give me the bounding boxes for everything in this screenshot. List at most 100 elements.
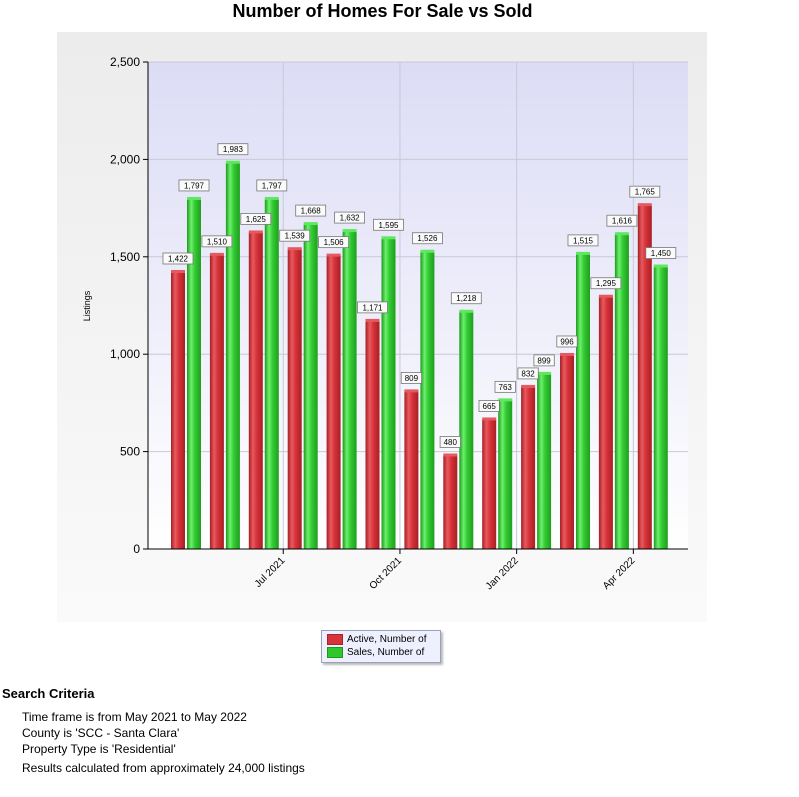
bar-sales (303, 224, 318, 549)
data-label-active: 1,295 (596, 279, 617, 288)
data-label-sales: 899 (537, 356, 551, 365)
chart-legend: Active, Number of Sales, Number of (321, 630, 441, 663)
data-label-sales: 1,797 (262, 181, 283, 190)
legend-label-sales: Sales, Number of (347, 647, 425, 659)
data-label-box (439, 436, 461, 448)
bar-sales-cap (614, 232, 629, 236)
legend-item-sales: Sales, Number of (327, 647, 424, 659)
legend-label-active: Active, Number of (347, 634, 427, 646)
data-label-box (279, 229, 311, 242)
bar-sales (653, 266, 668, 549)
search-criteria-list: Time frame is from May 2021 to May 2022 … (2, 709, 305, 776)
bar-sales-cap (342, 229, 357, 233)
bar-sales (614, 234, 629, 550)
data-label-box (590, 277, 622, 290)
data-label-active: 832 (521, 369, 535, 378)
y-tick-label: 0 (133, 542, 140, 556)
legend-item-active: Active, Number of (327, 634, 426, 646)
bar-active (287, 249, 302, 549)
bar-active-cap (482, 417, 497, 421)
y-tick-label: 2,000 (110, 152, 140, 166)
data-label-box (357, 301, 388, 314)
criteria-property-type: Property Type is 'Residential' (22, 742, 176, 756)
bar-active (248, 232, 263, 549)
bar-sales-cap (225, 160, 240, 164)
data-label-sales: 1,797 (184, 181, 205, 190)
data-label-active: 996 (560, 337, 574, 346)
data-label-active: 1,171 (362, 303, 383, 312)
data-label-sales: 763 (499, 383, 513, 392)
data-label-box (217, 143, 249, 156)
data-label-box (318, 236, 350, 249)
bar-sales (225, 162, 240, 549)
data-label-active: 1,422 (168, 254, 189, 263)
bar-sales (537, 373, 552, 549)
bar-active-cap (171, 269, 185, 273)
data-label-sales: 1,450 (651, 249, 672, 258)
data-label-sales: 1,616 (612, 217, 633, 226)
data-label-box (295, 204, 327, 217)
data-label-active: 665 (483, 402, 497, 411)
data-label-box (256, 179, 288, 192)
bar-active (521, 386, 536, 549)
bar-sales-cap (187, 196, 201, 200)
legend-swatch-active (327, 634, 343, 645)
data-label-sales: 1,595 (378, 221, 399, 230)
data-label-sales: 1,218 (456, 294, 477, 303)
data-label-sales: 1,526 (417, 234, 438, 243)
data-label-box (517, 367, 539, 380)
search-criteria-heading: Search Criteria (2, 686, 95, 701)
data-label-box (567, 234, 599, 247)
bar-active-cap (287, 247, 302, 251)
data-label-box (201, 235, 233, 248)
data-label-box (645, 247, 677, 259)
data-label-sales: 1,632 (340, 214, 361, 223)
data-label-box (162, 252, 194, 265)
bar-active-cap (404, 389, 419, 393)
criteria-results-count: Results calculated from approximately 24… (22, 761, 305, 775)
y-tick-label: 1,500 (110, 250, 140, 264)
data-label-box (411, 232, 443, 245)
bar-active-cap (598, 294, 613, 298)
data-label-box (450, 292, 482, 305)
data-label-active: 480 (444, 438, 458, 447)
criteria-county: County is 'SCC - Santa Clara' (22, 726, 180, 740)
bar-sales (264, 198, 279, 549)
bar-active-cap (365, 318, 380, 322)
bar-active (560, 354, 574, 549)
bar-active (598, 296, 613, 549)
criteria-time-frame: Time frame is from May 2021 to May 2022 (22, 710, 247, 724)
bar-active-cap (560, 352, 574, 356)
chart-title: Number of Homes For Sale vs Sold (232, 1, 533, 21)
data-label-box (400, 372, 423, 384)
bar-sales-cap (381, 236, 396, 240)
bar-active (404, 391, 419, 549)
bar-sales-cap (459, 309, 474, 313)
data-label-box (494, 380, 516, 393)
data-label-box (533, 354, 555, 367)
bar-sales-cap (498, 398, 513, 402)
bar-sales-cap (576, 251, 590, 255)
y-tick-label: 500 (120, 445, 140, 459)
data-labels: 1,422 1,510 1,625 1,539 1,506 1,171 809 480 665 8… (162, 143, 677, 448)
bar-active-cap (209, 252, 224, 256)
bar-sales (381, 238, 396, 549)
legend-swatch-sales (327, 647, 343, 658)
y-tick-label: 2,500 (110, 55, 140, 69)
bars (171, 160, 668, 550)
bar-active (365, 320, 380, 549)
bar-sales (187, 198, 201, 549)
data-label-box (240, 213, 272, 225)
y-tick-label: 1,000 (110, 347, 140, 361)
data-label-box (556, 335, 578, 348)
data-label-sales: 1,515 (573, 236, 594, 245)
data-label-box (629, 185, 661, 198)
data-label-box (478, 400, 500, 412)
bar-active-cap (443, 453, 458, 457)
bar-active-cap (521, 384, 536, 388)
data-label-box (178, 179, 210, 192)
data-label-active: 1,625 (246, 215, 267, 224)
bar-active-cap (326, 253, 341, 257)
bar-sales-cap (303, 222, 318, 226)
